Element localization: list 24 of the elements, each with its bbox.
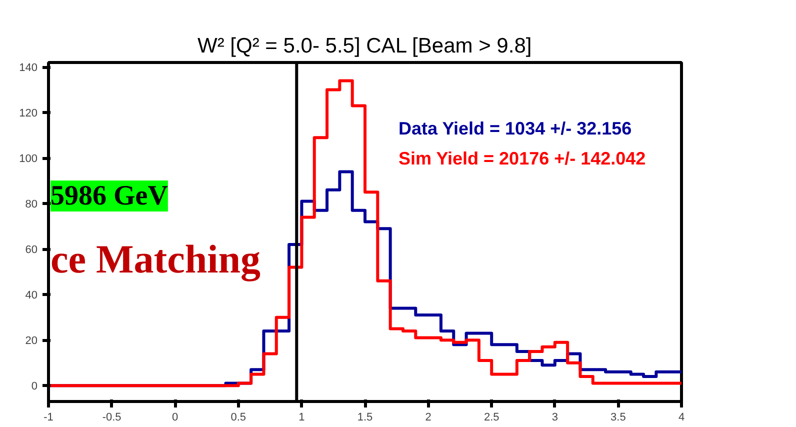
text: Data Yield = 1034 +/- 32.156 xyxy=(398,118,632,138)
annotation: 5986 GeV xyxy=(50,180,168,212)
chart-title: W² [Q² = 5.0- 5.5] CAL [Beam > 9.8] xyxy=(198,34,532,58)
y-tick-label: 60 xyxy=(25,244,38,256)
x-tick-label: 1.5 xyxy=(357,412,373,424)
x-tick-label: 4 xyxy=(678,412,685,424)
y-tick-label: 120 xyxy=(19,108,38,120)
y-tick-label: 80 xyxy=(25,198,38,211)
y-tick-label: 0 xyxy=(31,380,38,393)
annotation: ce Matching xyxy=(50,236,260,282)
x-tick-label: 1 xyxy=(298,412,305,424)
x-tick-label: -0.5 xyxy=(102,412,122,424)
x-tick-label: 2 xyxy=(425,412,432,424)
series-label: Sim Yield = 20176 +/- 142.042 xyxy=(398,148,646,168)
y-tick-label: 40 xyxy=(25,290,38,302)
x-tick-label: 0 xyxy=(172,412,178,424)
y-tick-label: 140 xyxy=(19,62,38,74)
x-tick-label: 2.5 xyxy=(484,412,500,424)
x-tick-label: 3 xyxy=(552,412,558,424)
x-tick-label: -1 xyxy=(44,412,54,424)
y-tick-label: 100 xyxy=(19,153,38,166)
x-tick-label: 0.5 xyxy=(230,412,246,424)
y-tick-label: 20 xyxy=(25,335,38,348)
x-tick-label: 3.5 xyxy=(610,412,626,424)
